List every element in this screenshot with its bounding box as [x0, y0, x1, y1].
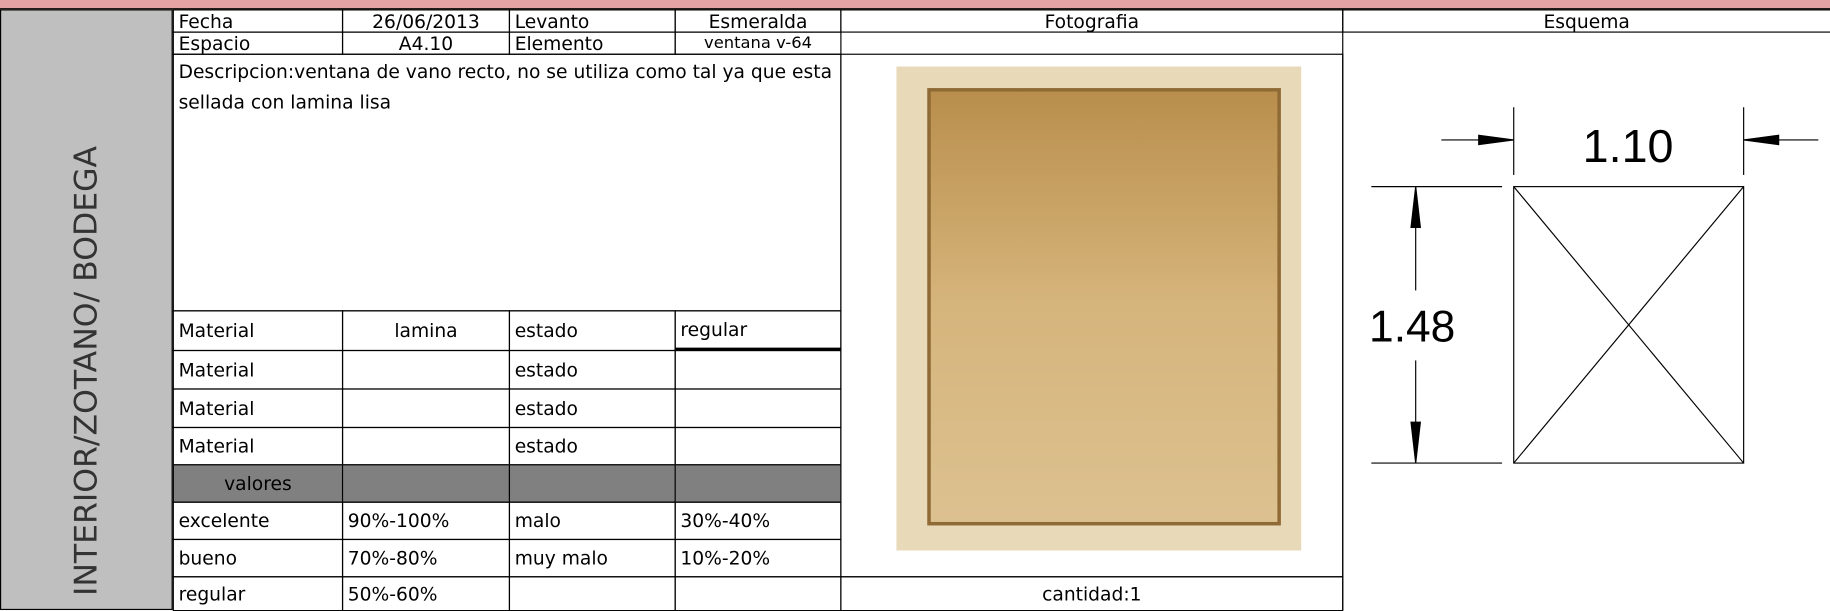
material-label: Material	[172, 349, 344, 390]
arrow	[1743, 134, 1780, 146]
material-label: Material	[172, 426, 344, 466]
scale-cell: 70%-80%	[341, 538, 511, 578]
title-bar	[0, 0, 1830, 10]
scale-cell: malo	[508, 501, 676, 541]
arrow	[1410, 421, 1422, 464]
table-cell: ventana v-64	[674, 31, 842, 55]
empty-cell	[341, 388, 511, 429]
scale-cell: 90%-100%	[341, 501, 511, 541]
photo-header: Fotografia	[840, 9, 1344, 33]
empty-cell	[508, 576, 676, 611]
state-label: estado	[508, 426, 676, 466]
window-panel	[927, 88, 1281, 526]
photo-quantity: cantidad:1	[840, 576, 1344, 611]
values-header: valores	[172, 464, 344, 503]
diagonal	[1513, 186, 1745, 464]
state-label: estado	[508, 310, 676, 352]
state-label: estado	[508, 388, 676, 429]
height-label: 1.48	[1369, 303, 1455, 352]
empty-cell	[341, 426, 511, 466]
empty-cell	[674, 464, 842, 503]
window-outline	[1513, 186, 1745, 464]
side-label: INTERIOR/ZOTANO/ BODEGA	[68, 145, 105, 596]
empty-cell	[674, 388, 842, 429]
table-cell: Espacio	[172, 31, 344, 55]
empty-cell	[508, 464, 676, 503]
scale-cell: muy malo	[508, 538, 676, 578]
table-cell: Levanto	[508, 9, 676, 33]
material-value: lamina	[341, 310, 511, 352]
table-cell: A4.10	[341, 31, 511, 55]
table-cell: Fecha	[172, 9, 344, 33]
schema-drawing: 1.10 1.48	[1369, 107, 1819, 464]
table-cell: Elemento	[508, 31, 676, 55]
width-label: 1.10	[1583, 120, 1674, 172]
photo	[896, 66, 1302, 551]
scale-cell: 30%-40%	[674, 501, 842, 541]
empty-cell	[674, 349, 842, 390]
scale-cell: bueno	[172, 538, 344, 578]
description: Descripcion:ventana de vano recto, no se…	[172, 53, 842, 312]
table-cell: 26/06/2013	[341, 9, 511, 33]
side-column	[0, 9, 173, 611]
scale-cell: 10%-20%	[674, 538, 842, 578]
schema-header: Esquema	[1342, 9, 1830, 33]
arrow	[1478, 134, 1514, 146]
state-value: regular	[674, 310, 842, 352]
empty-cell	[341, 464, 511, 503]
material-label: Material	[172, 388, 344, 429]
arrow	[1410, 186, 1422, 229]
scale-cell: excelente	[172, 501, 344, 541]
empty-cell	[674, 426, 842, 466]
state-label: estado	[508, 349, 676, 390]
scale-cell: regular	[172, 576, 344, 611]
empty-cell	[674, 576, 842, 611]
empty-cell	[341, 349, 511, 390]
scale-cell: 50%-60%	[341, 576, 511, 611]
material-label: Material	[172, 310, 344, 352]
table-cell: Esmeralda	[674, 9, 842, 33]
